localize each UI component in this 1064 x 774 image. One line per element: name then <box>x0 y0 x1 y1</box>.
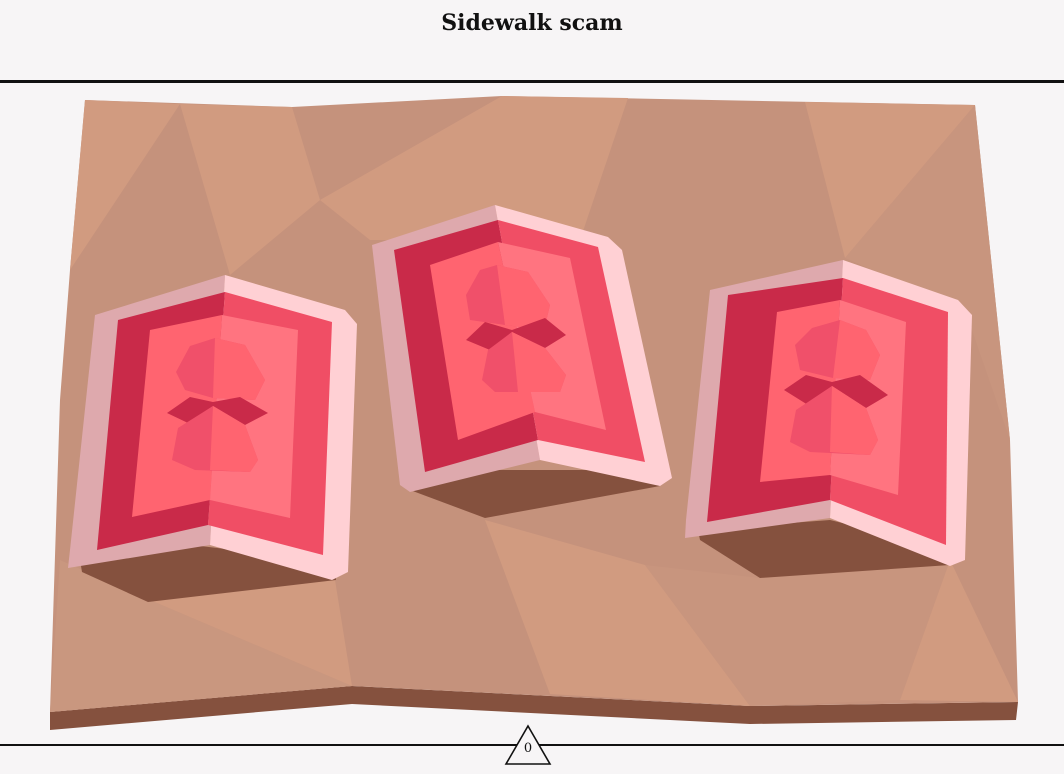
cup-left[interactable] <box>68 275 357 602</box>
score-counter[interactable]: 0 <box>504 724 552 766</box>
game-title: Sidewalk scam <box>441 10 623 36</box>
header-divider <box>0 80 1064 83</box>
cup-middle[interactable] <box>372 205 672 518</box>
score-value: 0 <box>523 741 533 756</box>
triangle-icon <box>504 724 552 765</box>
cup-right[interactable] <box>685 260 972 578</box>
